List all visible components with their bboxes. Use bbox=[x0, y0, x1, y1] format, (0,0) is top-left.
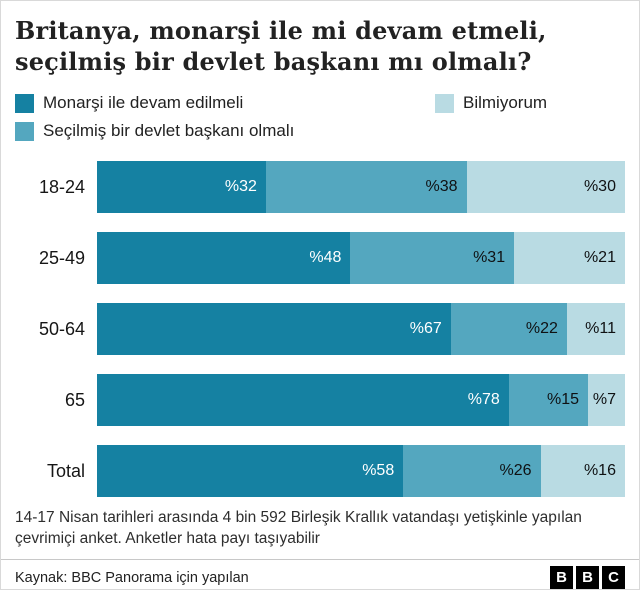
value-label: %21 bbox=[583, 249, 616, 266]
bar-segment: %26 bbox=[403, 445, 541, 497]
legend-label-elected: Seçilmiş bir devlet başkanı olmalı bbox=[43, 121, 295, 140]
stacked-bar: %67 %22 %11 bbox=[97, 303, 625, 355]
value-label: %67 bbox=[409, 320, 442, 337]
stacked-bar: %58 %26 %16 bbox=[97, 445, 625, 497]
bbc-logo-block-b1: B bbox=[550, 566, 573, 589]
value-label: %16 bbox=[583, 462, 616, 479]
chart-row: 50-64 %67 %22 %11 bbox=[15, 303, 625, 355]
value-label: %26 bbox=[499, 462, 532, 479]
legend-item-elected: Seçilmiş bir devlet başkanı olmalı bbox=[15, 121, 435, 141]
bar-segment: %11 bbox=[566, 303, 625, 355]
bar-segment: %31 bbox=[350, 232, 515, 284]
legend-swatch-dontknow bbox=[435, 93, 454, 113]
value-label: %11 bbox=[585, 320, 616, 337]
bar-segment: %58 bbox=[97, 445, 404, 497]
stacked-bar: %78 %15 %7 bbox=[97, 374, 625, 426]
value-label: %48 bbox=[309, 249, 342, 266]
legend: Monarşi ile devam edilmeli Seçilmiş bir … bbox=[15, 93, 625, 141]
value-label: %30 bbox=[583, 178, 616, 195]
value-label: %22 bbox=[525, 320, 558, 337]
bbc-logo-block-c: C bbox=[602, 566, 625, 589]
bar-segment: %67 bbox=[97, 303, 451, 355]
legend-swatch-elected bbox=[15, 121, 34, 141]
footer: Kaynak: BBC Panorama için yapılan B B C bbox=[1, 559, 639, 596]
category-label: 25-49 bbox=[38, 247, 85, 268]
bar-segment: %78 bbox=[97, 374, 509, 426]
bar-segment: %32 bbox=[97, 161, 266, 213]
legend-label-monarchy: Monarşi ile devam edilmeli bbox=[43, 93, 244, 112]
category-label: 18-24 bbox=[38, 176, 85, 197]
stacked-bar: %32 %38 %30 bbox=[97, 161, 625, 213]
footnote: 14-17 Nisan tarihleri arasında 4 bin 592… bbox=[15, 509, 582, 547]
value-label: %78 bbox=[467, 391, 500, 408]
value-label: %15 bbox=[546, 391, 580, 408]
chart-content: Britanya, monarşi ile mi devam etmeli, s… bbox=[1, 1, 639, 549]
value-label: %32 bbox=[224, 178, 257, 195]
category-label: 65 bbox=[64, 389, 85, 410]
bbc-logo-block-b2: B bbox=[576, 566, 599, 589]
chart-row: Total %58 %26 %16 bbox=[15, 445, 625, 497]
bar-chart: 18-24 %32 %38 %30 25-49 %48 %31 %21 50-64 %67 %22%… bbox=[15, 161, 625, 497]
bar-segment: %38 bbox=[265, 161, 467, 213]
chart-title: Britanya, monarşi ile mi devam etmeli, s… bbox=[15, 16, 547, 76]
bar-segment: %22 bbox=[450, 303, 567, 355]
legend-label-dontknow: Bilmiyorum bbox=[463, 93, 548, 112]
bar-segment: %21 bbox=[514, 232, 625, 284]
value-label: %7 bbox=[592, 391, 616, 408]
bar-segment: %15 bbox=[508, 374, 589, 426]
legend-item-monarchy: Monarşi ile devam edilmeli bbox=[15, 93, 435, 113]
value-label: %38 bbox=[425, 178, 458, 195]
chart-row: 25-49 %48 %31 %21 bbox=[15, 232, 625, 284]
value-label: %31 bbox=[473, 249, 506, 266]
category-label: Total bbox=[46, 460, 85, 481]
legend-item-dontknow: Bilmiyorum bbox=[435, 93, 625, 113]
legend-swatch-monarchy bbox=[15, 93, 34, 113]
bar-segment: %7 bbox=[588, 374, 625, 426]
bar-segment: %30 bbox=[466, 161, 625, 213]
bar-segment: %16 bbox=[540, 445, 625, 497]
bar-segment: %48 bbox=[97, 232, 351, 284]
bbc-logo: B B C bbox=[550, 566, 625, 589]
chart-row: 18-24 %32 %38 %30 bbox=[15, 161, 625, 213]
source-attribution: Kaynak: BBC Panorama için yapılan bbox=[15, 569, 249, 586]
value-label: %58 bbox=[362, 462, 395, 479]
category-label: 50-64 bbox=[38, 318, 85, 339]
stacked-bar: %48 %31 %21 bbox=[97, 232, 625, 284]
chart-row: 65 %78 %15 %7 bbox=[15, 374, 625, 426]
